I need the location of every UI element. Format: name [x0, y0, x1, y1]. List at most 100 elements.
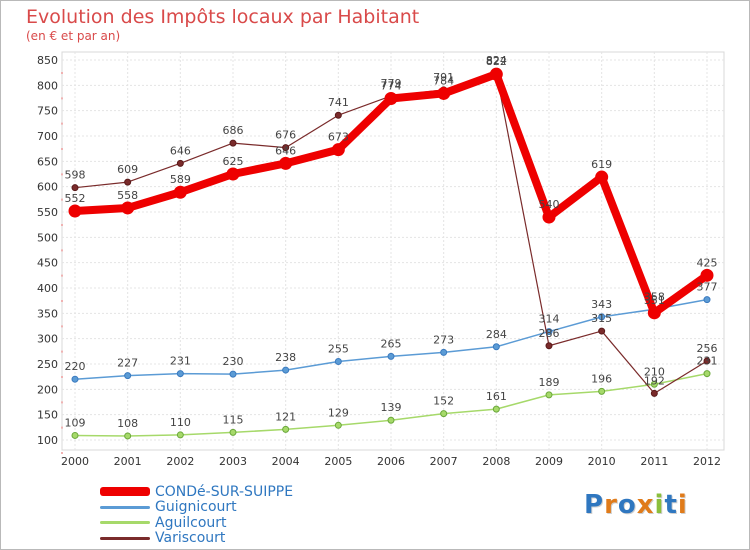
data-label-2: 196 [591, 372, 612, 385]
data-point-1 [71, 375, 79, 383]
data-label-1: 220 [65, 360, 86, 373]
data-point-2 [124, 432, 132, 440]
data-label-3: 791 [433, 71, 454, 84]
data-label-1: 227 [117, 357, 138, 370]
data-label-0: 540 [539, 198, 560, 211]
data-label-0: 784 [433, 74, 454, 87]
data-point-2 [229, 428, 237, 436]
y-tick-label: 800 [37, 79, 58, 92]
data-label-0: 425 [697, 256, 718, 269]
data-label-1: 273 [433, 333, 454, 346]
data-point-0 [331, 143, 345, 157]
data-point-0 [68, 204, 82, 218]
x-tick-label: 2005 [324, 455, 352, 468]
y-tick-label: 450 [37, 257, 58, 270]
data-label-3: 646 [170, 144, 191, 157]
y-tick-label: 850 [37, 54, 58, 67]
data-point-2 [334, 421, 342, 429]
data-point-2 [282, 425, 290, 433]
y-tick-label: 500 [37, 231, 58, 244]
data-label-2: 139 [381, 401, 402, 414]
data-label-3: 315 [591, 312, 612, 325]
y-tick-label: 300 [37, 333, 58, 346]
y-tick-label: 650 [37, 155, 58, 168]
x-tick-label: 2003 [219, 455, 247, 468]
data-point-2 [598, 387, 606, 395]
data-label-0: 646 [275, 144, 296, 157]
data-label-3: 192 [644, 374, 665, 387]
data-label-3: 686 [223, 124, 244, 137]
legend-label-conde: CONDé-SUR-SUIPPE [155, 483, 294, 500]
data-label-2: 115 [223, 413, 244, 426]
data-label-3: 741 [328, 96, 349, 109]
data-label-1: 377 [697, 281, 718, 294]
data-point-3 [334, 111, 342, 119]
data-point-0 [121, 201, 135, 215]
data-point-2 [703, 370, 711, 378]
data-point-0 [279, 156, 293, 170]
data-label-2: 189 [539, 376, 560, 389]
data-label-0: 552 [65, 192, 86, 205]
data-label-0: 351 [644, 294, 665, 307]
data-point-2 [650, 380, 658, 388]
data-label-1: 284 [486, 328, 507, 341]
x-tick-label: 2011 [640, 455, 668, 468]
data-point-0 [542, 210, 556, 224]
chart-title: Evolution des Impôts locaux par Habitant [26, 6, 420, 28]
legend-swatch-conde [100, 487, 150, 497]
y-tick-label: 200 [37, 383, 58, 396]
x-tick-label: 2012 [693, 455, 721, 468]
data-point-1 [124, 372, 132, 380]
data-label-0: 619 [591, 158, 612, 171]
x-tick-label: 2006 [377, 455, 405, 468]
data-label-0: 589 [170, 173, 191, 186]
data-label-2: 152 [433, 395, 454, 408]
data-label-2: 161 [486, 390, 507, 403]
x-tick-label: 2008 [482, 455, 510, 468]
y-tick-label: 600 [37, 181, 58, 194]
data-label-3: 824 [486, 54, 507, 67]
data-point-3 [598, 327, 606, 335]
legend-item-variscourt: Variscourt [100, 531, 293, 547]
data-label-2: 108 [117, 417, 138, 430]
legend-item-guignicourt: Guignicourt [100, 500, 293, 516]
data-label-3: 598 [65, 169, 86, 182]
data-point-0 [384, 92, 398, 106]
data-point-1 [440, 348, 448, 356]
proxiti-logo: Proxiti [584, 490, 688, 520]
data-label-1: 255 [328, 342, 349, 355]
data-label-3: 676 [275, 129, 296, 142]
y-tick-label: 150 [37, 409, 58, 422]
data-point-2 [545, 391, 553, 399]
y-tick-label: 700 [37, 130, 58, 143]
data-point-1 [387, 352, 395, 360]
data-point-0 [647, 306, 661, 320]
data-label-0: 673 [328, 131, 349, 144]
data-label-2: 121 [275, 410, 296, 423]
y-tick-label: 400 [37, 282, 58, 295]
data-point-3 [229, 139, 237, 147]
data-label-1: 314 [539, 313, 560, 326]
legend-label-guignicourt: Guignicourt [155, 499, 237, 516]
data-point-1 [176, 370, 184, 378]
data-point-1 [598, 313, 606, 321]
data-point-1 [229, 370, 237, 378]
data-label-1: 343 [591, 298, 612, 311]
data-point-3 [282, 144, 290, 152]
data-label-0: 625 [223, 155, 244, 168]
data-label-3: 286 [539, 327, 560, 340]
data-point-0 [700, 268, 714, 282]
legend-swatch-variscourt [100, 536, 150, 540]
data-label-3: 779 [381, 77, 402, 90]
x-tick-label: 2010 [588, 455, 616, 468]
x-tick-label: 2001 [114, 455, 142, 468]
data-point-2 [176, 431, 184, 439]
chart-subtitle: (en € et par an) [26, 29, 121, 43]
y-tick-label: 750 [37, 105, 58, 118]
data-label-2: 231 [697, 355, 718, 368]
data-label-1: 231 [170, 355, 191, 368]
data-point-3 [71, 184, 79, 192]
data-label-2: 210 [644, 365, 665, 378]
data-label-2: 110 [170, 416, 191, 429]
